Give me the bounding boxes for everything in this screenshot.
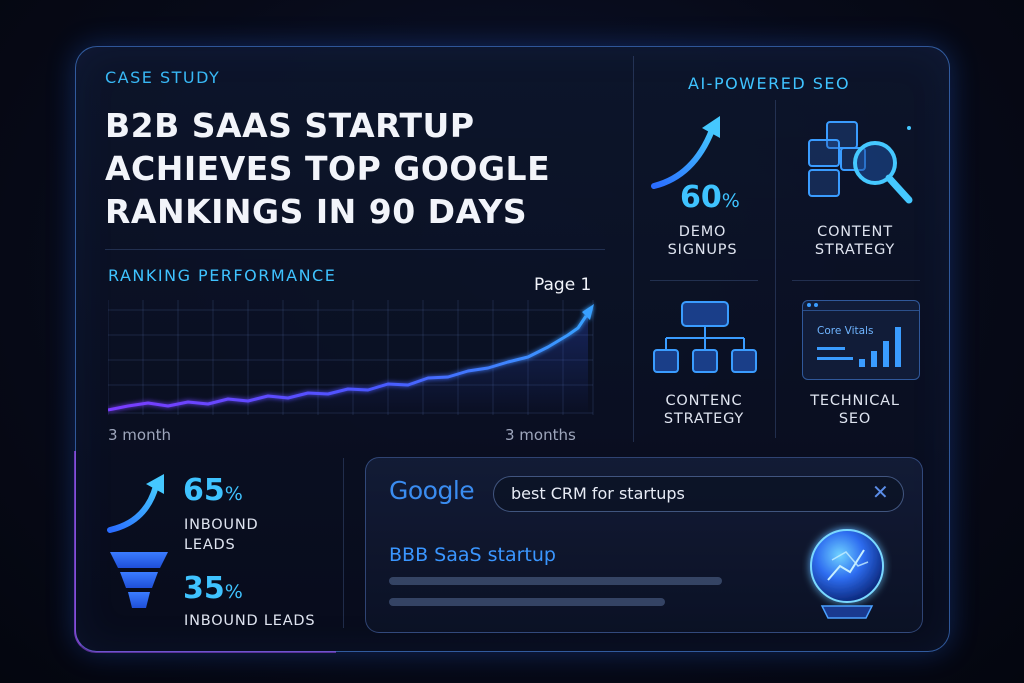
- inbound-leads-number: 65: [183, 473, 225, 508]
- inbound-leads-unit: %: [224, 483, 243, 505]
- eyebrow-label: CASE STUDY: [105, 68, 221, 87]
- core-vitals-dashboard-icon: Core Vitals: [802, 300, 920, 380]
- result-snippet-line: [389, 577, 722, 585]
- ranking-section-label: RANKING PERFORMANCE: [108, 266, 337, 285]
- inbound-leads-label: INBOUND LEADS: [184, 515, 258, 555]
- divider: [343, 458, 344, 628]
- metric-label-line: INBOUND: [184, 517, 259, 533]
- tile-label-line: CONTENT: [817, 224, 893, 240]
- x-end-label: 3 months: [505, 426, 576, 444]
- trend-arrow-icon: [107, 474, 164, 533]
- inbound-leads-2-unit: %: [224, 581, 243, 603]
- magnifier-blocks-icon: [808, 121, 913, 204]
- divider: [633, 56, 634, 442]
- tile-label-line: SEO: [838, 411, 872, 427]
- tile-label-line: TECHNICAL: [810, 393, 900, 409]
- tile-label-line: STRATEGY: [814, 242, 896, 258]
- contenc-strategy-label: CONTENC STRATEGY: [648, 392, 760, 428]
- search-query-text: best CRM for startups: [511, 484, 685, 503]
- divider: [775, 100, 776, 438]
- ranking-area: [108, 314, 588, 415]
- inbound-leads-2-value: 35%: [183, 571, 243, 606]
- tile-label-line: STRATEGY: [663, 411, 745, 427]
- ranking-line: [108, 315, 588, 412]
- headline-line-2: ACHIEVES TOP GOOGLE: [105, 149, 551, 188]
- tile-label-line: SIGNUPS: [667, 242, 738, 258]
- result-snippet-line: [389, 598, 665, 606]
- ai-seo-title: AI-POWERED SEO: [688, 74, 851, 93]
- metric-label-line: LEADS: [184, 537, 236, 553]
- headline-line-1: B2B SAAS STARTUP: [105, 106, 475, 145]
- demo-signups-unit: %: [721, 190, 740, 212]
- tile-label-line: DEMO: [678, 224, 727, 240]
- demo-signups-number: 60: [680, 180, 722, 215]
- core-vitals-text: Core Vitals: [817, 325, 874, 337]
- divider: [792, 280, 920, 281]
- divider: [105, 249, 605, 250]
- content-strategy-label: CONTENT STRATEGY: [790, 223, 920, 259]
- page-title: B2B SAAS STARTUP ACHIEVES TOP GOOGLE RAN…: [105, 104, 605, 233]
- ranking-arrowhead: [582, 304, 594, 320]
- page-1-label: Page 1: [534, 275, 592, 295]
- divider: [650, 280, 758, 281]
- google-logo: Google: [389, 476, 475, 505]
- demo-signups-label: DEMO SIGNUPS: [650, 223, 755, 259]
- headline-line-3: RANKINGS IN 90 DAYS: [105, 192, 528, 231]
- ranking-chart: [108, 300, 594, 415]
- inbound-leads-2-label: INBOUND LEADS: [184, 613, 316, 629]
- close-icon[interactable]: ✕: [872, 480, 889, 504]
- inbound-leads-2-number: 35: [183, 571, 225, 606]
- hierarchy-icon: [653, 301, 757, 373]
- technical-seo-label: TECHNICAL SEO: [790, 392, 920, 428]
- x-start-label: 3 month: [108, 426, 171, 444]
- trend-arrow-icon: [651, 116, 720, 189]
- demo-signups-value: 60%: [680, 180, 740, 215]
- search-input[interactable]: [493, 476, 904, 512]
- tile-label-line: CONTENC: [665, 393, 743, 409]
- funnel-icon: [110, 552, 168, 608]
- search-result-title[interactable]: BBB SaaS startup: [389, 544, 556, 566]
- crystal-ball-icon: [810, 529, 884, 619]
- inbound-leads-value: 65%: [183, 473, 243, 508]
